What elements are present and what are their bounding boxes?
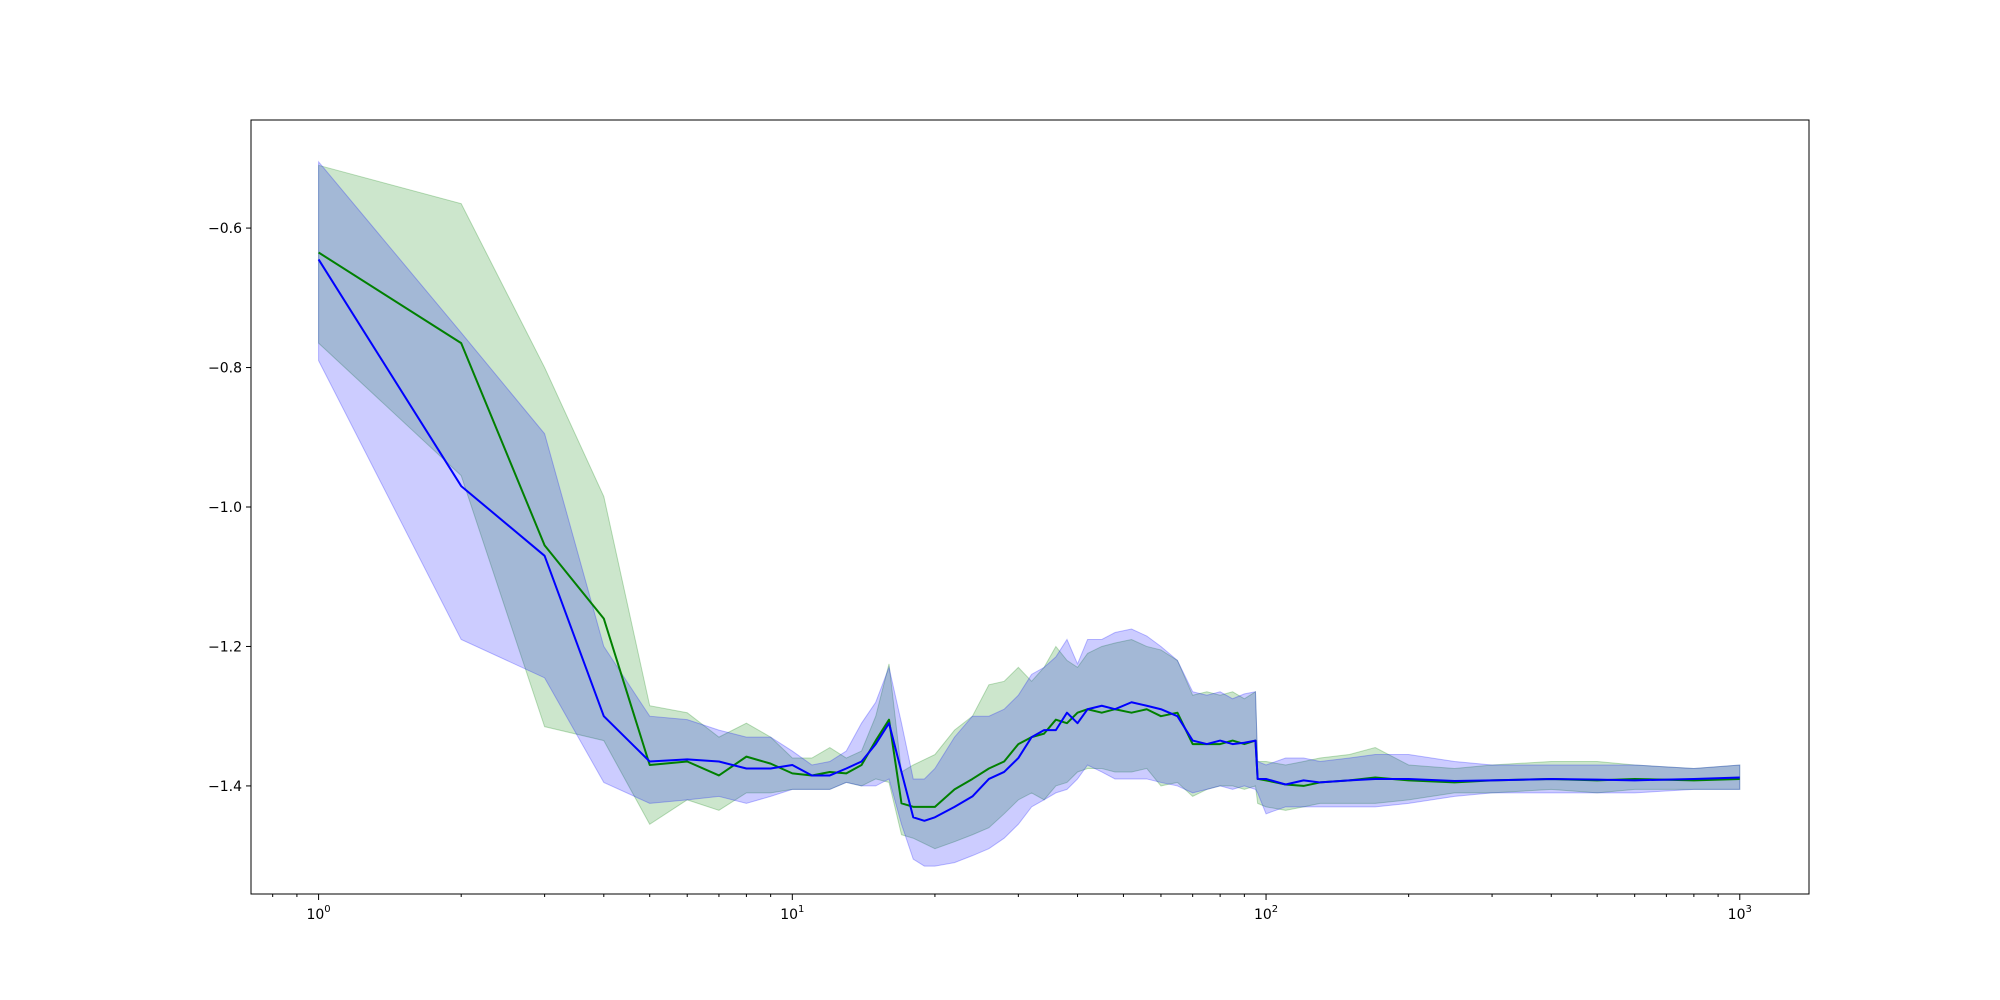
x-tick-label: 102: [1254, 904, 1278, 923]
x-tick-label: 103: [1728, 904, 1752, 923]
series-2-line: [317, 258, 1740, 822]
y-tick-label: −0.8: [208, 361, 242, 377]
x-axis: 100 101 102 103: [272, 894, 1752, 923]
series-2-band: [318, 160, 1741, 867]
x-tick-label: 100: [306, 904, 330, 923]
y-tick-label: −1.2: [208, 639, 242, 655]
y-tick-label: −1.0: [208, 500, 242, 516]
series-lines: [317, 251, 1740, 822]
y-tick-label: −1.4: [208, 779, 242, 795]
y-axis: −0.6 −0.8 −1.0 −1.2 −1.4: [208, 221, 251, 795]
y-tick-label: −0.6: [208, 221, 242, 237]
x-tick-label: 101: [780, 904, 804, 923]
